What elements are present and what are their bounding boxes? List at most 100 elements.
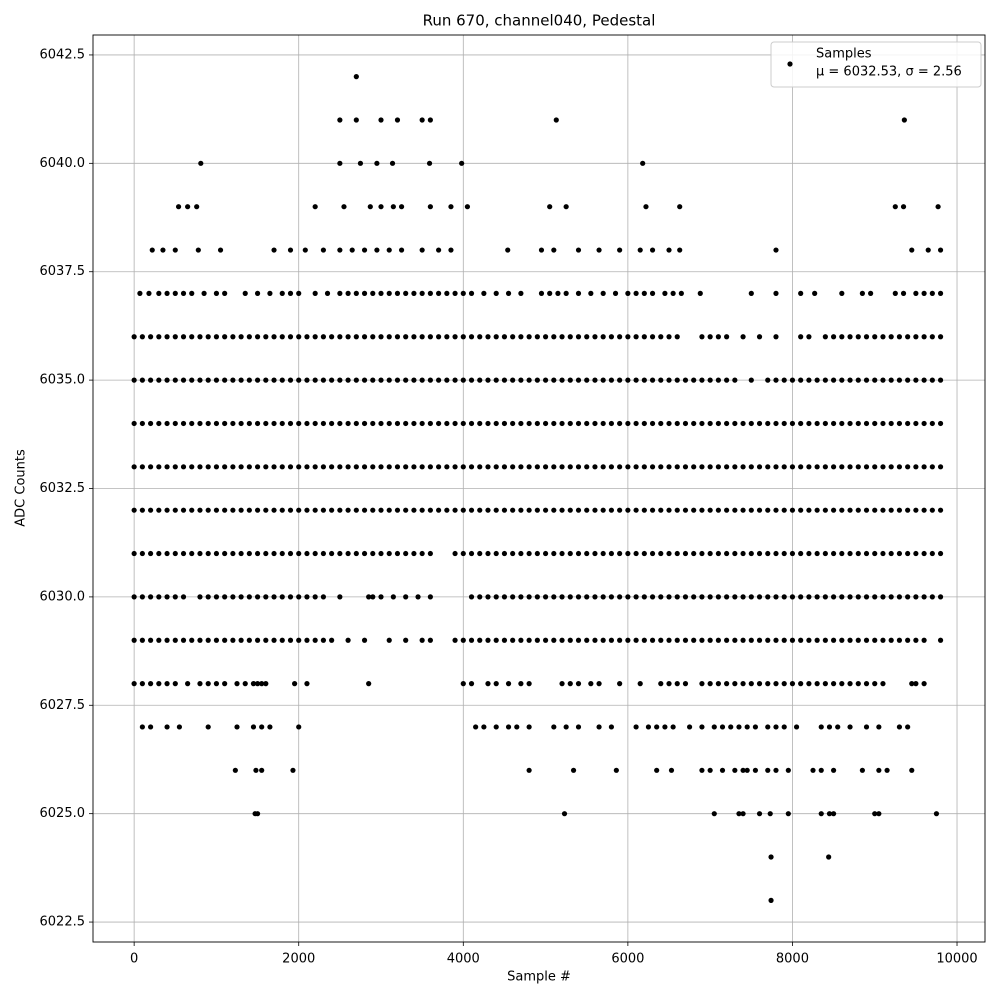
- point: [872, 811, 878, 817]
- legend-box: [770, 41, 982, 88]
- point: [863, 681, 870, 687]
- point: [419, 290, 425, 296]
- point: [682, 464, 689, 470]
- point: [271, 637, 277, 643]
- point: [460, 290, 466, 296]
- point: [386, 290, 392, 296]
- point: [822, 681, 828, 687]
- point: [785, 811, 791, 817]
- point: [195, 247, 201, 253]
- point: [789, 550, 796, 557]
- point: [460, 420, 466, 427]
- point: [798, 377, 804, 383]
- point: [259, 681, 265, 687]
- x-tick-label: 4000: [447, 952, 480, 967]
- point: [719, 724, 726, 730]
- point: [724, 420, 730, 427]
- point: [189, 550, 195, 557]
- point: [818, 724, 824, 730]
- point: [806, 464, 812, 470]
- point: [542, 464, 549, 470]
- point: [312, 377, 318, 383]
- point: [518, 290, 524, 296]
- point: [353, 290, 359, 296]
- point: [238, 550, 244, 557]
- point: [929, 334, 935, 340]
- point: [164, 334, 170, 340]
- point: [649, 594, 656, 600]
- point: [131, 594, 137, 600]
- point: [674, 420, 680, 427]
- point: [164, 724, 170, 730]
- point: [913, 507, 919, 513]
- point: [493, 334, 499, 340]
- point: [213, 464, 220, 470]
- point: [197, 594, 203, 600]
- point: [798, 550, 804, 557]
- point: [863, 377, 870, 383]
- point: [485, 507, 491, 513]
- point: [222, 377, 228, 383]
- point: [588, 290, 594, 296]
- point: [855, 377, 861, 383]
- point: [205, 724, 211, 730]
- point: [542, 420, 549, 427]
- point: [559, 550, 565, 557]
- point: [806, 377, 812, 383]
- point: [172, 550, 178, 557]
- point: [526, 724, 532, 730]
- point: [888, 637, 894, 643]
- point: [156, 507, 162, 513]
- point: [756, 811, 763, 817]
- point: [222, 290, 228, 296]
- point: [561, 811, 568, 817]
- point: [830, 507, 837, 513]
- point: [232, 767, 238, 773]
- point: [748, 637, 754, 643]
- point: [600, 464, 606, 470]
- point: [337, 290, 343, 296]
- point: [267, 724, 273, 730]
- point: [542, 377, 549, 383]
- point: [419, 420, 425, 427]
- point: [781, 377, 787, 383]
- point: [185, 204, 191, 210]
- point: [789, 681, 796, 687]
- point: [855, 507, 861, 513]
- legend-entry: Samples: [816, 47, 872, 62]
- point: [699, 767, 705, 773]
- point: [707, 334, 713, 340]
- point: [510, 334, 516, 340]
- point: [567, 334, 573, 340]
- point: [670, 290, 676, 296]
- point: [905, 724, 911, 730]
- point: [139, 507, 145, 513]
- point: [707, 681, 713, 687]
- point: [254, 420, 261, 427]
- point: [271, 247, 277, 253]
- point: [468, 594, 475, 600]
- point: [345, 377, 351, 383]
- point: [320, 637, 327, 643]
- point: [649, 464, 656, 470]
- point: [419, 334, 425, 340]
- point: [682, 550, 689, 557]
- point: [847, 464, 853, 470]
- point: [320, 550, 327, 557]
- point: [674, 594, 680, 600]
- point: [551, 247, 557, 253]
- point: [847, 594, 853, 600]
- point: [378, 334, 384, 340]
- point: [724, 464, 730, 470]
- point: [312, 464, 318, 470]
- point: [329, 464, 335, 470]
- point: [542, 507, 549, 513]
- point: [542, 550, 549, 557]
- point: [855, 550, 861, 557]
- point: [172, 334, 178, 340]
- point: [835, 724, 841, 730]
- point: [933, 811, 940, 817]
- point: [900, 204, 907, 210]
